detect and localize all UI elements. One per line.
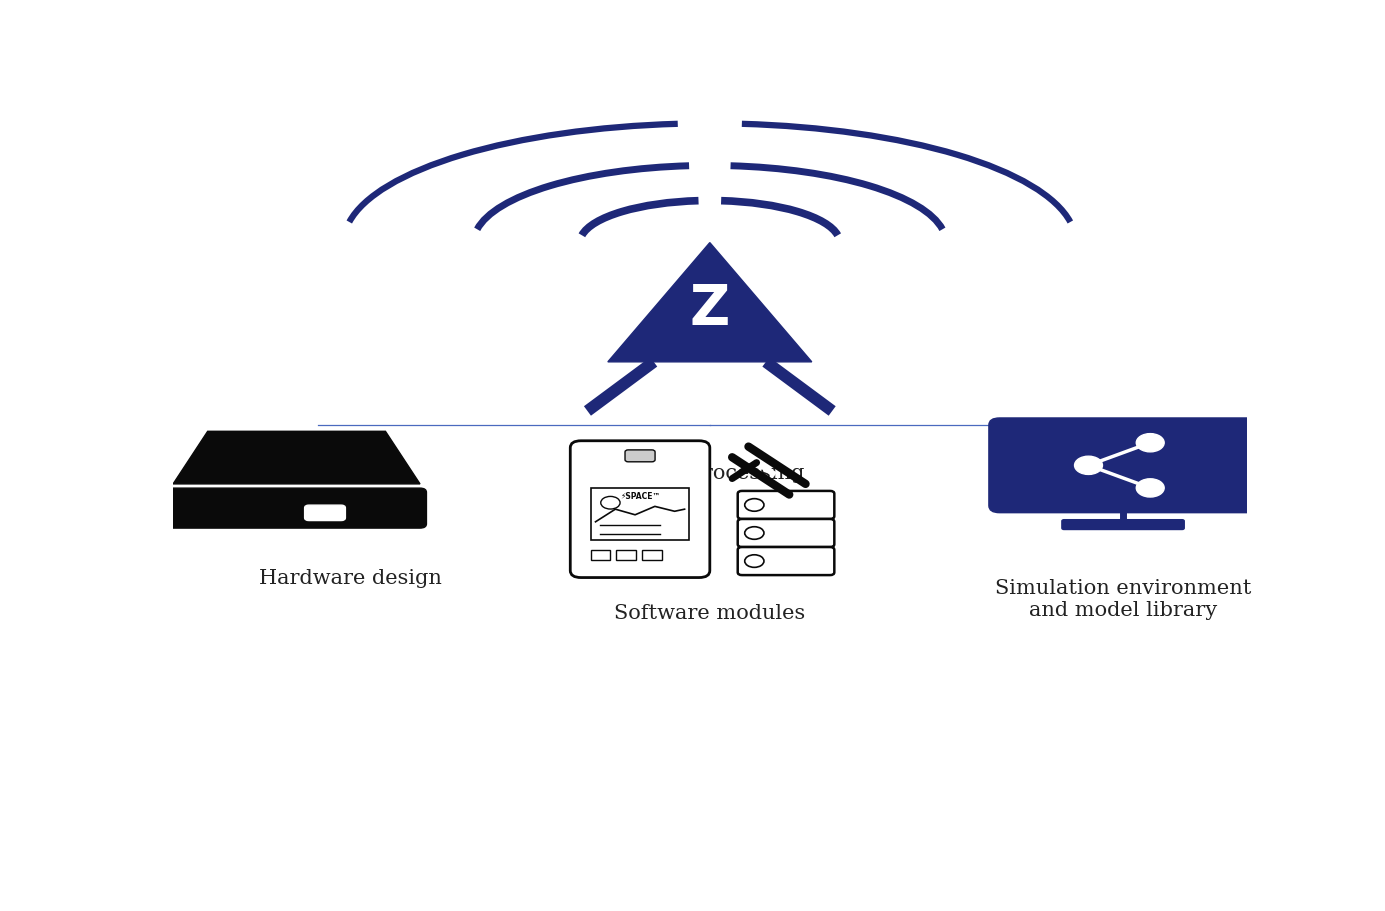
Text: Hardware design: Hardware design	[259, 568, 442, 588]
FancyBboxPatch shape	[571, 441, 709, 578]
Circle shape	[745, 555, 765, 568]
FancyBboxPatch shape	[643, 550, 662, 560]
Circle shape	[1075, 456, 1102, 475]
Circle shape	[1136, 479, 1165, 497]
Circle shape	[745, 498, 765, 511]
Polygon shape	[608, 242, 812, 362]
Text: Software modules: Software modules	[614, 604, 806, 623]
FancyBboxPatch shape	[738, 519, 834, 547]
FancyBboxPatch shape	[989, 418, 1258, 513]
Text: Z: Z	[690, 282, 730, 336]
FancyBboxPatch shape	[305, 505, 345, 520]
FancyBboxPatch shape	[625, 450, 655, 462]
Text: ⚡SPACE™: ⚡SPACE™	[620, 493, 661, 501]
FancyBboxPatch shape	[738, 491, 834, 519]
Circle shape	[601, 496, 620, 509]
Text: Simulation environment
and model library: Simulation environment and model library	[994, 579, 1251, 620]
Polygon shape	[173, 431, 420, 484]
Circle shape	[745, 527, 765, 539]
FancyBboxPatch shape	[590, 550, 609, 560]
FancyBboxPatch shape	[590, 488, 690, 540]
Text: Signal processing: Signal processing	[615, 464, 805, 483]
FancyBboxPatch shape	[616, 550, 636, 560]
FancyBboxPatch shape	[738, 547, 834, 575]
FancyBboxPatch shape	[1062, 519, 1184, 529]
Circle shape	[1136, 434, 1165, 452]
FancyBboxPatch shape	[166, 488, 427, 528]
